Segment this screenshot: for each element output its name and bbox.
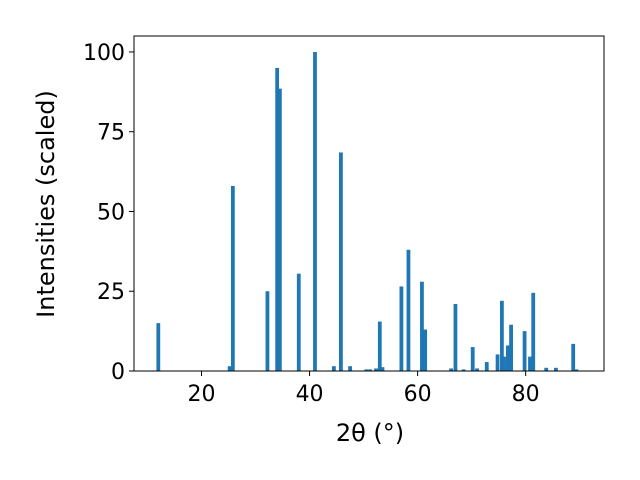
bar — [313, 51, 317, 371]
x-tick-label: 40 — [296, 382, 324, 407]
x-tick-label: 60 — [404, 382, 432, 407]
bar — [368, 369, 372, 371]
bar — [377, 321, 382, 371]
bar — [420, 281, 424, 371]
x-tick-label: 20 — [188, 382, 216, 407]
y-axis-ticks: 0 25 50 75 100 — [83, 41, 134, 385]
y-axis-label: Intensities (scaled) — [32, 90, 60, 318]
plot-frame — [133, 35, 605, 372]
bar — [574, 369, 579, 371]
bar — [364, 369, 369, 371]
bar — [495, 354, 500, 371]
bar — [522, 331, 527, 371]
bar — [277, 88, 282, 371]
bar — [484, 362, 489, 371]
bar — [509, 324, 513, 371]
bar — [461, 369, 466, 371]
bar — [502, 356, 506, 371]
bar — [505, 345, 510, 371]
bar — [296, 273, 301, 371]
bar — [374, 368, 378, 371]
bar — [339, 152, 343, 371]
bar — [544, 367, 549, 371]
bar — [528, 356, 532, 371]
bar — [531, 292, 536, 371]
bar — [227, 366, 232, 371]
x-tick-label: 80 — [512, 382, 540, 407]
bar — [156, 323, 161, 371]
bar — [380, 367, 385, 371]
y-tick-label: 0 — [111, 360, 125, 385]
bar — [406, 249, 411, 371]
x-axis-label: 2θ (°) — [336, 419, 404, 447]
bar — [331, 366, 336, 371]
y-tick-label: 25 — [97, 280, 125, 305]
x-axis-ticks: 20 40 60 80 — [188, 371, 540, 407]
bar — [453, 304, 458, 371]
bars-group — [156, 51, 579, 372]
y-tick-label: 75 — [97, 121, 125, 146]
bar — [554, 367, 558, 371]
y-tick-label: 100 — [83, 41, 125, 66]
bar — [475, 368, 479, 371]
bar — [423, 329, 428, 371]
y-tick-label: 50 — [97, 200, 125, 225]
bar — [275, 67, 280, 372]
bar — [230, 185, 235, 371]
bar — [571, 343, 576, 371]
bar — [399, 286, 404, 371]
bar — [265, 291, 270, 371]
bar — [449, 368, 453, 371]
bar — [470, 347, 475, 371]
bar — [500, 300, 504, 371]
bar — [348, 366, 352, 371]
